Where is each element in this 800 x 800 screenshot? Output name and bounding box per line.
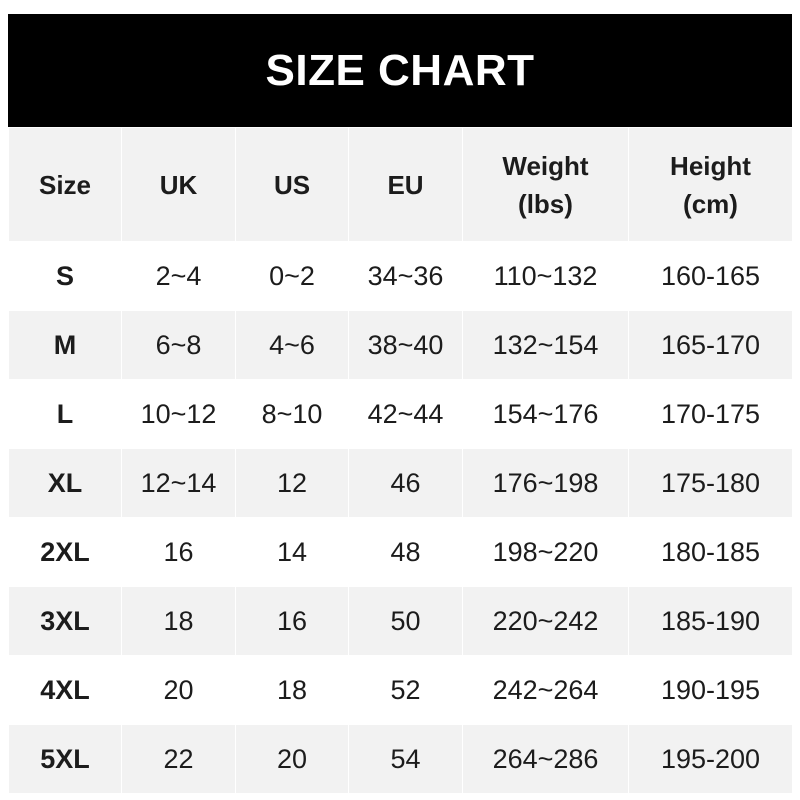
table-row: 3XL 18 16 50 220~242 185-190 — [8, 586, 793, 656]
cell-us: 12 — [235, 448, 349, 518]
cell-us: 16 — [235, 586, 349, 656]
cell-weight: 176~198 — [462, 448, 629, 518]
cell-size: 5XL — [8, 724, 122, 794]
cell-uk: 12~14 — [121, 448, 236, 518]
cell-eu: 50 — [348, 586, 463, 656]
table-row: XL 12~14 12 46 176~198 175-180 — [8, 448, 793, 518]
cell-height: 185-190 — [628, 586, 793, 656]
cell-uk: 18 — [121, 586, 236, 656]
cell-size: L — [8, 379, 122, 449]
cell-size: 3XL — [8, 586, 122, 656]
cell-height: 165-170 — [628, 310, 793, 380]
cell-uk: 22 — [121, 724, 236, 794]
cell-eu: 38~40 — [348, 310, 463, 380]
column-header-uk: UK — [121, 127, 236, 242]
column-header-size: Size — [8, 127, 122, 242]
cell-size: 4XL — [8, 655, 122, 725]
cell-eu: 52 — [348, 655, 463, 725]
cell-size: 2XL — [8, 517, 122, 587]
cell-height: 160-165 — [628, 241, 793, 311]
table-row: M 6~8 4~6 38~40 132~154 165-170 — [8, 310, 793, 380]
cell-height: 175-180 — [628, 448, 793, 518]
cell-uk: 2~4 — [121, 241, 236, 311]
size-chart-title: SIZE CHART — [8, 14, 792, 127]
cell-uk: 10~12 — [121, 379, 236, 449]
cell-uk: 6~8 — [121, 310, 236, 380]
cell-weight: 132~154 — [462, 310, 629, 380]
cell-us: 8~10 — [235, 379, 349, 449]
cell-us: 14 — [235, 517, 349, 587]
cell-weight: 198~220 — [462, 517, 629, 587]
cell-weight: 154~176 — [462, 379, 629, 449]
cell-height: 195-200 — [628, 724, 793, 794]
column-header-eu: EU — [348, 127, 463, 242]
table-row: 4XL 20 18 52 242~264 190-195 — [8, 655, 793, 725]
column-header-us: US — [235, 127, 349, 242]
cell-us: 20 — [235, 724, 349, 794]
size-chart-table: Size UK US EU Weight (lbs) Height (cm) S 2~4 0~… — [8, 127, 793, 794]
cell-size: S — [8, 241, 122, 311]
cell-us: 0~2 — [235, 241, 349, 311]
column-header-weight: Weight (lbs) — [462, 127, 629, 242]
cell-height: 190-195 — [628, 655, 793, 725]
cell-height: 170-175 — [628, 379, 793, 449]
cell-height: 180-185 — [628, 517, 793, 587]
cell-weight: 220~242 — [462, 586, 629, 656]
cell-size: M — [8, 310, 122, 380]
table-row: 2XL 16 14 48 198~220 180-185 — [8, 517, 793, 587]
cell-us: 18 — [235, 655, 349, 725]
cell-weight: 264~286 — [462, 724, 629, 794]
cell-eu: 46 — [348, 448, 463, 518]
cell-weight: 110~132 — [462, 241, 629, 311]
table-row: L 10~12 8~10 42~44 154~176 170-175 — [8, 379, 793, 449]
cell-eu: 48 — [348, 517, 463, 587]
column-header-height: Height (cm) — [628, 127, 793, 242]
table-row: 5XL 22 20 54 264~286 195-200 — [8, 724, 793, 794]
cell-uk: 16 — [121, 517, 236, 587]
cell-eu: 42~44 — [348, 379, 463, 449]
cell-uk: 20 — [121, 655, 236, 725]
cell-weight: 242~264 — [462, 655, 629, 725]
table-row: S 2~4 0~2 34~36 110~132 160-165 — [8, 241, 793, 311]
cell-eu: 34~36 — [348, 241, 463, 311]
cell-size: XL — [8, 448, 122, 518]
header-row: Size UK US EU Weight (lbs) Height (cm) — [8, 127, 793, 242]
cell-us: 4~6 — [235, 310, 349, 380]
cell-eu: 54 — [348, 724, 463, 794]
